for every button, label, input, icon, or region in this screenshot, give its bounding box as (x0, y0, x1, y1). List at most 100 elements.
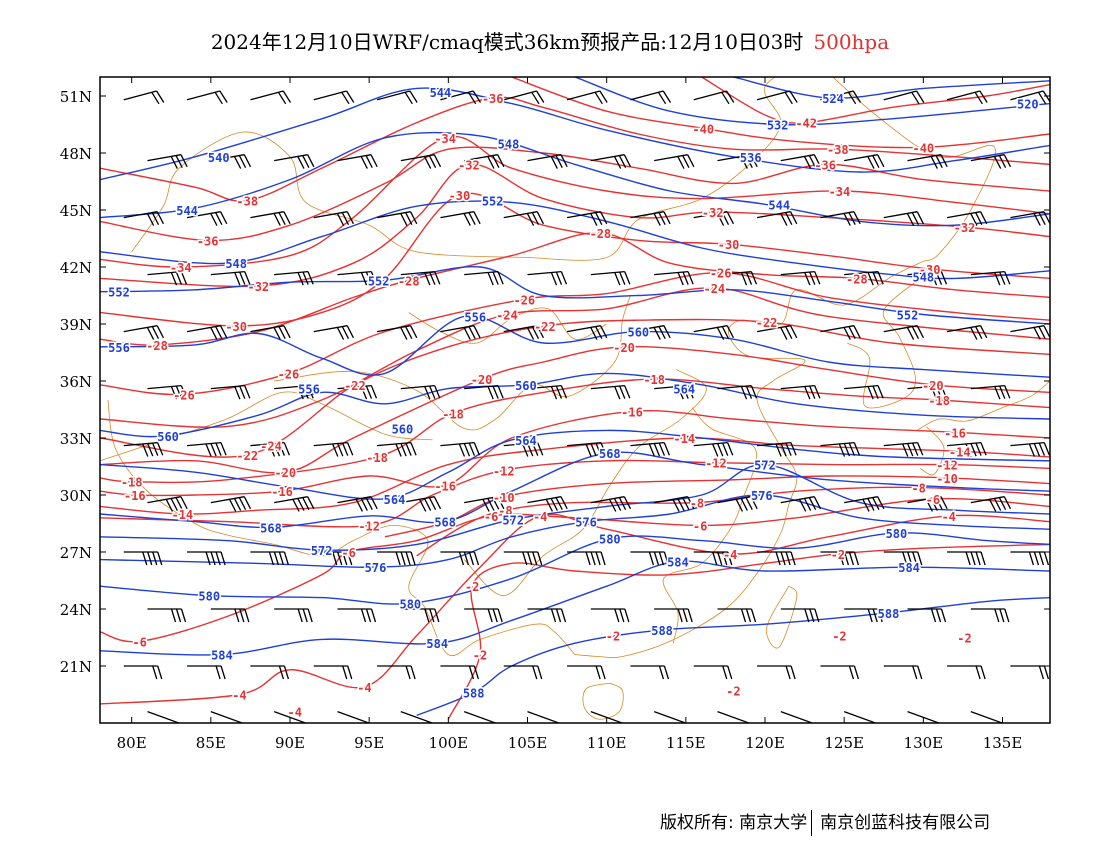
temperature-label: -2 (473, 649, 487, 663)
height-label: 572 (311, 544, 333, 558)
temperature-label: -32 (458, 158, 480, 172)
border-line (766, 585, 798, 649)
temperature-label: -8 (498, 504, 512, 518)
temperature-label: -36 (482, 92, 504, 106)
wind-barb (717, 608, 757, 623)
temperature-label: -40 (912, 141, 934, 155)
height-label: 572 (754, 459, 776, 473)
temperature-label: -12 (358, 519, 380, 533)
wind-barb (210, 154, 252, 169)
wind-barb (566, 90, 608, 105)
height-label: 560 (157, 430, 179, 444)
temperature-label: -18 (366, 451, 388, 465)
temperature-label: -6 (926, 493, 940, 507)
height-label: 568 (599, 447, 621, 461)
wind-barb (274, 496, 315, 512)
wind-barb (123, 325, 165, 340)
wind-barb (250, 665, 290, 680)
wind-barb (780, 496, 822, 512)
wind-barb (503, 325, 545, 340)
wind-barb (377, 441, 417, 457)
temperature-label: -36 (197, 234, 219, 248)
temperature-label: -20 (613, 341, 635, 355)
temperature-label: -38 (236, 195, 258, 209)
wind-barb (970, 154, 1012, 169)
wind-barb (440, 211, 481, 226)
temperature-label: -20 (471, 373, 493, 387)
wind-barb (590, 496, 632, 512)
wind-barb (210, 710, 244, 723)
wind-barb (377, 665, 416, 680)
wind-barb (527, 270, 568, 286)
height-label: 560 (392, 423, 414, 437)
height-contour (100, 451, 1050, 529)
wind-barb (946, 90, 988, 105)
wind-barb (883, 90, 925, 105)
temperature-label: -34 (170, 261, 192, 275)
border-line (832, 77, 996, 262)
wind-barb (820, 441, 861, 457)
height-label: 568 (260, 521, 282, 535)
height-label: 548 (225, 257, 247, 271)
copyright-owner-2: 南京创蓝科技有限公司 (820, 813, 991, 833)
wind-barb (313, 665, 353, 680)
temperature-label: -10 (493, 491, 515, 505)
temperature-label: -4 (232, 689, 246, 703)
temperature-label: -6 (341, 546, 355, 560)
wind-barb (503, 211, 545, 226)
temperature-label: -18 (442, 407, 464, 421)
height-contour (416, 596, 1050, 717)
temperature-label: -28 (146, 339, 168, 353)
wind-barb (844, 608, 883, 623)
height-label: 532 (767, 119, 789, 133)
temperature-label: -2 (606, 630, 620, 644)
wind-barb (654, 496, 695, 512)
temperature-label: -4 (941, 510, 955, 524)
wind-barb (440, 551, 480, 566)
height-label: 544 (176, 204, 198, 218)
border-line (408, 307, 607, 344)
height-contour (100, 315, 1050, 378)
wind-barb (503, 90, 545, 105)
temperature-contour (100, 318, 1050, 458)
wind-barb (630, 441, 671, 457)
temperature-contour (100, 513, 1050, 705)
height-label: 584 (426, 637, 448, 651)
wind-barb (527, 384, 568, 400)
height-contour (100, 532, 1050, 605)
wind-barb (883, 551, 923, 566)
lon-tick-label: 115E (666, 734, 706, 752)
wind-barb (400, 496, 442, 512)
wind-barb (693, 441, 734, 457)
height-label: 556 (464, 310, 486, 324)
wind-barb (970, 270, 1011, 286)
border-line (131, 131, 528, 258)
wind-barb (780, 154, 822, 169)
wind-barb (464, 608, 503, 623)
temperature-label: -34 (434, 132, 456, 146)
wind-barb (503, 441, 544, 457)
wind-barb (693, 325, 735, 340)
temperature-label: -18 (121, 476, 143, 490)
wind-barb (400, 270, 441, 286)
temperature-label: -22 (344, 379, 366, 393)
wind-barb (717, 270, 758, 286)
border-line (107, 399, 576, 657)
map-axes: 51N 48N 45N 42N 39N 36N 33N 30N 27N 24N 21N 80E 85E 9… (60, 77, 1050, 752)
temperature-label: -16 (944, 426, 966, 440)
height-label: 560 (627, 326, 649, 340)
temperature-contour (100, 409, 1050, 497)
wind-barb (654, 608, 693, 623)
wind-barb (400, 710, 434, 723)
map-frame (99, 76, 1051, 724)
wind-barb (250, 211, 291, 226)
temperature-label: -30 (919, 263, 941, 277)
temperature-contour (511, 77, 1050, 149)
wind-barb (820, 325, 861, 340)
height-contour (100, 560, 1050, 656)
wind-barb (503, 551, 543, 566)
wind-barb (147, 496, 188, 512)
border-line (847, 278, 921, 409)
wind-barb (337, 496, 378, 512)
wind-barb (440, 90, 482, 105)
